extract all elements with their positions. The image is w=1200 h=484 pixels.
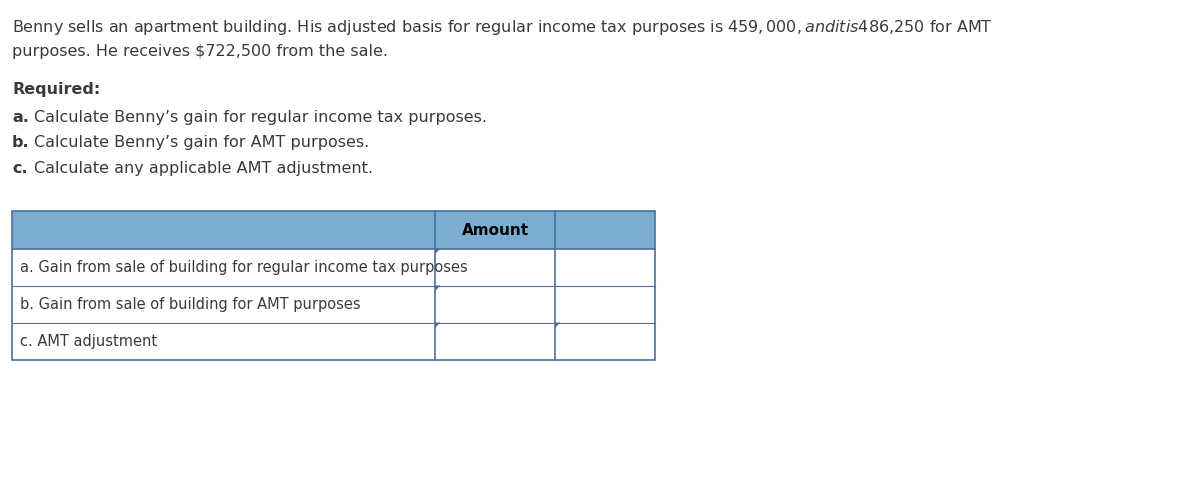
Polygon shape <box>434 323 440 328</box>
Text: a. Gain from sale of building for regular income tax purposes: a. Gain from sale of building for regula… <box>20 260 468 275</box>
Text: b.: b. <box>12 135 30 150</box>
Text: Calculate Benny’s gain for AMT purposes.: Calculate Benny’s gain for AMT purposes. <box>34 135 370 150</box>
Text: c.: c. <box>12 161 28 176</box>
Text: Amount: Amount <box>462 223 528 238</box>
Bar <box>12 211 655 360</box>
Text: Calculate any applicable AMT adjustment.: Calculate any applicable AMT adjustment. <box>34 161 373 176</box>
Text: Benny sells an apartment building. His adjusted basis for regular income tax pur: Benny sells an apartment building. His a… <box>12 18 992 37</box>
Text: c. AMT adjustment: c. AMT adjustment <box>20 334 157 349</box>
Polygon shape <box>434 286 440 291</box>
Polygon shape <box>434 249 440 255</box>
Text: purposes. He receives $722,500 from the sale.: purposes. He receives $722,500 from the … <box>12 44 388 59</box>
Text: b. Gain from sale of building for AMT purposes: b. Gain from sale of building for AMT pu… <box>20 297 361 312</box>
Text: Required:: Required: <box>12 82 101 97</box>
Text: a.: a. <box>12 110 29 125</box>
Text: Calculate Benny’s gain for regular income tax purposes.: Calculate Benny’s gain for regular incom… <box>34 110 487 125</box>
Bar <box>12 211 655 249</box>
Polygon shape <box>554 323 560 328</box>
